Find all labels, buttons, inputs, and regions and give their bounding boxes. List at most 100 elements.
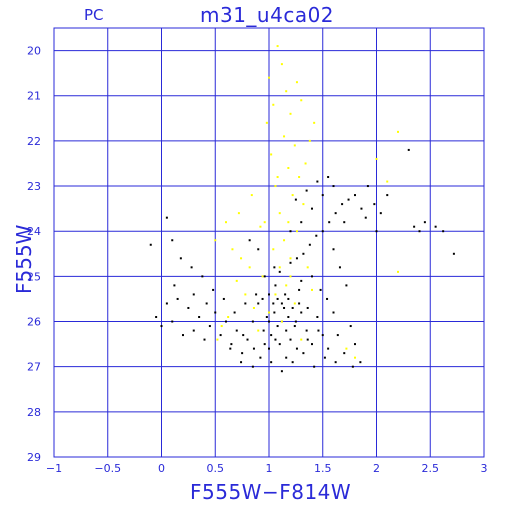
black-star-point bbox=[294, 198, 297, 201]
black-star-point bbox=[280, 302, 283, 305]
yellow-star-point bbox=[272, 103, 275, 106]
black-star-point bbox=[233, 311, 236, 314]
black-star-point bbox=[165, 302, 168, 305]
black-star-point bbox=[171, 239, 174, 242]
black-star-point bbox=[263, 275, 266, 278]
black-star-point bbox=[251, 365, 254, 368]
black-star-point bbox=[230, 343, 233, 346]
chart-title: m31_u4ca02 bbox=[200, 3, 335, 27]
black-star-point bbox=[332, 311, 335, 314]
x-tick-labels: −1 −0.5 0 0.5 1 1.5 2 2.5 3 bbox=[46, 462, 488, 475]
black-star-point bbox=[179, 257, 182, 260]
black-star-point bbox=[165, 216, 168, 219]
yellow-star-point bbox=[287, 166, 290, 169]
black-star-point bbox=[201, 275, 204, 278]
black-star-point bbox=[306, 306, 309, 309]
black-star-point bbox=[278, 270, 281, 273]
x-tick-label: 0.5 bbox=[207, 462, 225, 475]
black-star-point bbox=[273, 266, 276, 269]
black-star-point bbox=[326, 297, 329, 300]
black-star-point bbox=[338, 266, 341, 269]
black-star-point bbox=[291, 361, 294, 364]
black-star-point bbox=[270, 361, 273, 364]
black-star-point bbox=[317, 329, 320, 332]
y-axis-label: F555W bbox=[12, 224, 36, 294]
black-star-point bbox=[149, 243, 152, 246]
y-tick-label: 23 bbox=[27, 180, 41, 193]
black-star-point bbox=[327, 176, 330, 179]
black-star-point bbox=[305, 329, 308, 332]
black-star-point bbox=[268, 320, 270, 323]
yellow-star-point bbox=[295, 81, 298, 84]
yellow-star-point bbox=[250, 194, 253, 197]
yellow-star-point bbox=[231, 248, 234, 251]
black-star-point bbox=[302, 252, 305, 255]
yellow-star-point bbox=[289, 275, 292, 278]
yellow-star-point bbox=[237, 212, 240, 215]
black-star-point bbox=[252, 347, 255, 350]
black-star-point bbox=[262, 329, 265, 332]
yellow-star-point bbox=[291, 194, 294, 197]
yellow-star-point bbox=[386, 180, 389, 183]
x-tick-label: 0 bbox=[158, 462, 165, 475]
yellow-star-point bbox=[304, 162, 307, 165]
black-star-point bbox=[155, 316, 158, 319]
black-star-point bbox=[351, 365, 354, 368]
black-star-point bbox=[418, 230, 421, 233]
black-star-point bbox=[242, 334, 245, 337]
black-star-point bbox=[298, 302, 301, 305]
black-star-point bbox=[274, 284, 277, 287]
black-star-point bbox=[323, 356, 326, 359]
black-star-point bbox=[434, 225, 437, 228]
y-tick-label: 22 bbox=[27, 135, 41, 148]
black-star-point bbox=[203, 338, 206, 341]
black-star-point bbox=[272, 302, 275, 305]
black-star-point bbox=[276, 297, 279, 300]
yellow-star-point bbox=[278, 266, 281, 269]
black-star-point bbox=[423, 221, 426, 224]
black-star-point bbox=[349, 325, 352, 328]
grid-lines bbox=[53, 28, 485, 458]
yellow-star-point bbox=[248, 266, 251, 269]
yellow-star-point bbox=[311, 288, 313, 291]
black-star-point bbox=[327, 347, 330, 350]
black-star-point bbox=[284, 293, 287, 296]
black-star-point bbox=[345, 284, 348, 287]
yellow-star-point bbox=[306, 266, 309, 269]
black-star-point bbox=[300, 311, 303, 314]
black-star-point bbox=[192, 293, 195, 296]
yellow-star-point bbox=[300, 338, 303, 341]
black-star-point bbox=[375, 230, 378, 233]
black-star-point bbox=[334, 212, 337, 215]
yellow-star-point bbox=[298, 176, 301, 179]
y-tick-label: 21 bbox=[27, 90, 41, 103]
black-star-point bbox=[373, 203, 376, 206]
black-star-point bbox=[364, 216, 367, 219]
black-star-point bbox=[278, 343, 281, 346]
black-star-point bbox=[332, 185, 335, 188]
black-star-point bbox=[160, 325, 163, 328]
x-tick-label: −0.5 bbox=[94, 462, 121, 475]
black-star-point bbox=[248, 239, 251, 242]
yellow-star-point bbox=[214, 239, 217, 242]
yellow-star-point bbox=[295, 230, 298, 233]
black-star-point bbox=[316, 180, 319, 183]
black-star-point bbox=[214, 311, 217, 314]
black-star-point bbox=[173, 284, 176, 287]
yellow-star-point bbox=[283, 135, 286, 138]
black-star-point bbox=[293, 325, 296, 328]
yellow-star-point bbox=[235, 279, 238, 282]
black-star-point bbox=[212, 288, 215, 291]
black-star-point bbox=[308, 243, 311, 246]
black-star-point bbox=[300, 279, 303, 282]
yellow-star-point bbox=[227, 316, 230, 319]
black-star-point bbox=[225, 320, 227, 323]
black-star-point bbox=[343, 352, 346, 355]
black-star-point bbox=[294, 320, 297, 323]
yellow-star-point bbox=[278, 212, 281, 215]
black-star-point bbox=[229, 347, 232, 350]
yellow-star-point bbox=[289, 112, 292, 115]
black-star-point bbox=[176, 297, 179, 300]
black-star-point bbox=[343, 221, 346, 224]
yellow-star-point bbox=[293, 302, 296, 305]
